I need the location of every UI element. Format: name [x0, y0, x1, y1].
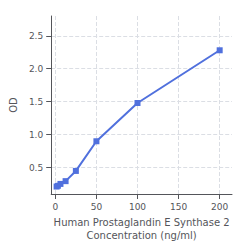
svg-text:150: 150	[170, 202, 187, 212]
svg-text:OD: OD	[8, 97, 19, 113]
svg-text:0.5: 0.5	[29, 163, 43, 173]
svg-text:2.5: 2.5	[29, 31, 43, 41]
svg-text:50: 50	[91, 202, 103, 212]
svg-text:1.5: 1.5	[29, 97, 43, 107]
svg-text:Human Prostaglandin E Synthase: Human Prostaglandin E Synthase 2	[54, 217, 230, 228]
svg-text:1.0: 1.0	[29, 130, 44, 140]
svg-text:Concentration (ng/ml): Concentration (ng/ml)	[86, 230, 196, 241]
svg-text:0: 0	[52, 202, 58, 212]
svg-text:100: 100	[129, 202, 146, 212]
svg-text:2.0: 2.0	[29, 64, 44, 74]
svg-text:200: 200	[211, 202, 228, 212]
